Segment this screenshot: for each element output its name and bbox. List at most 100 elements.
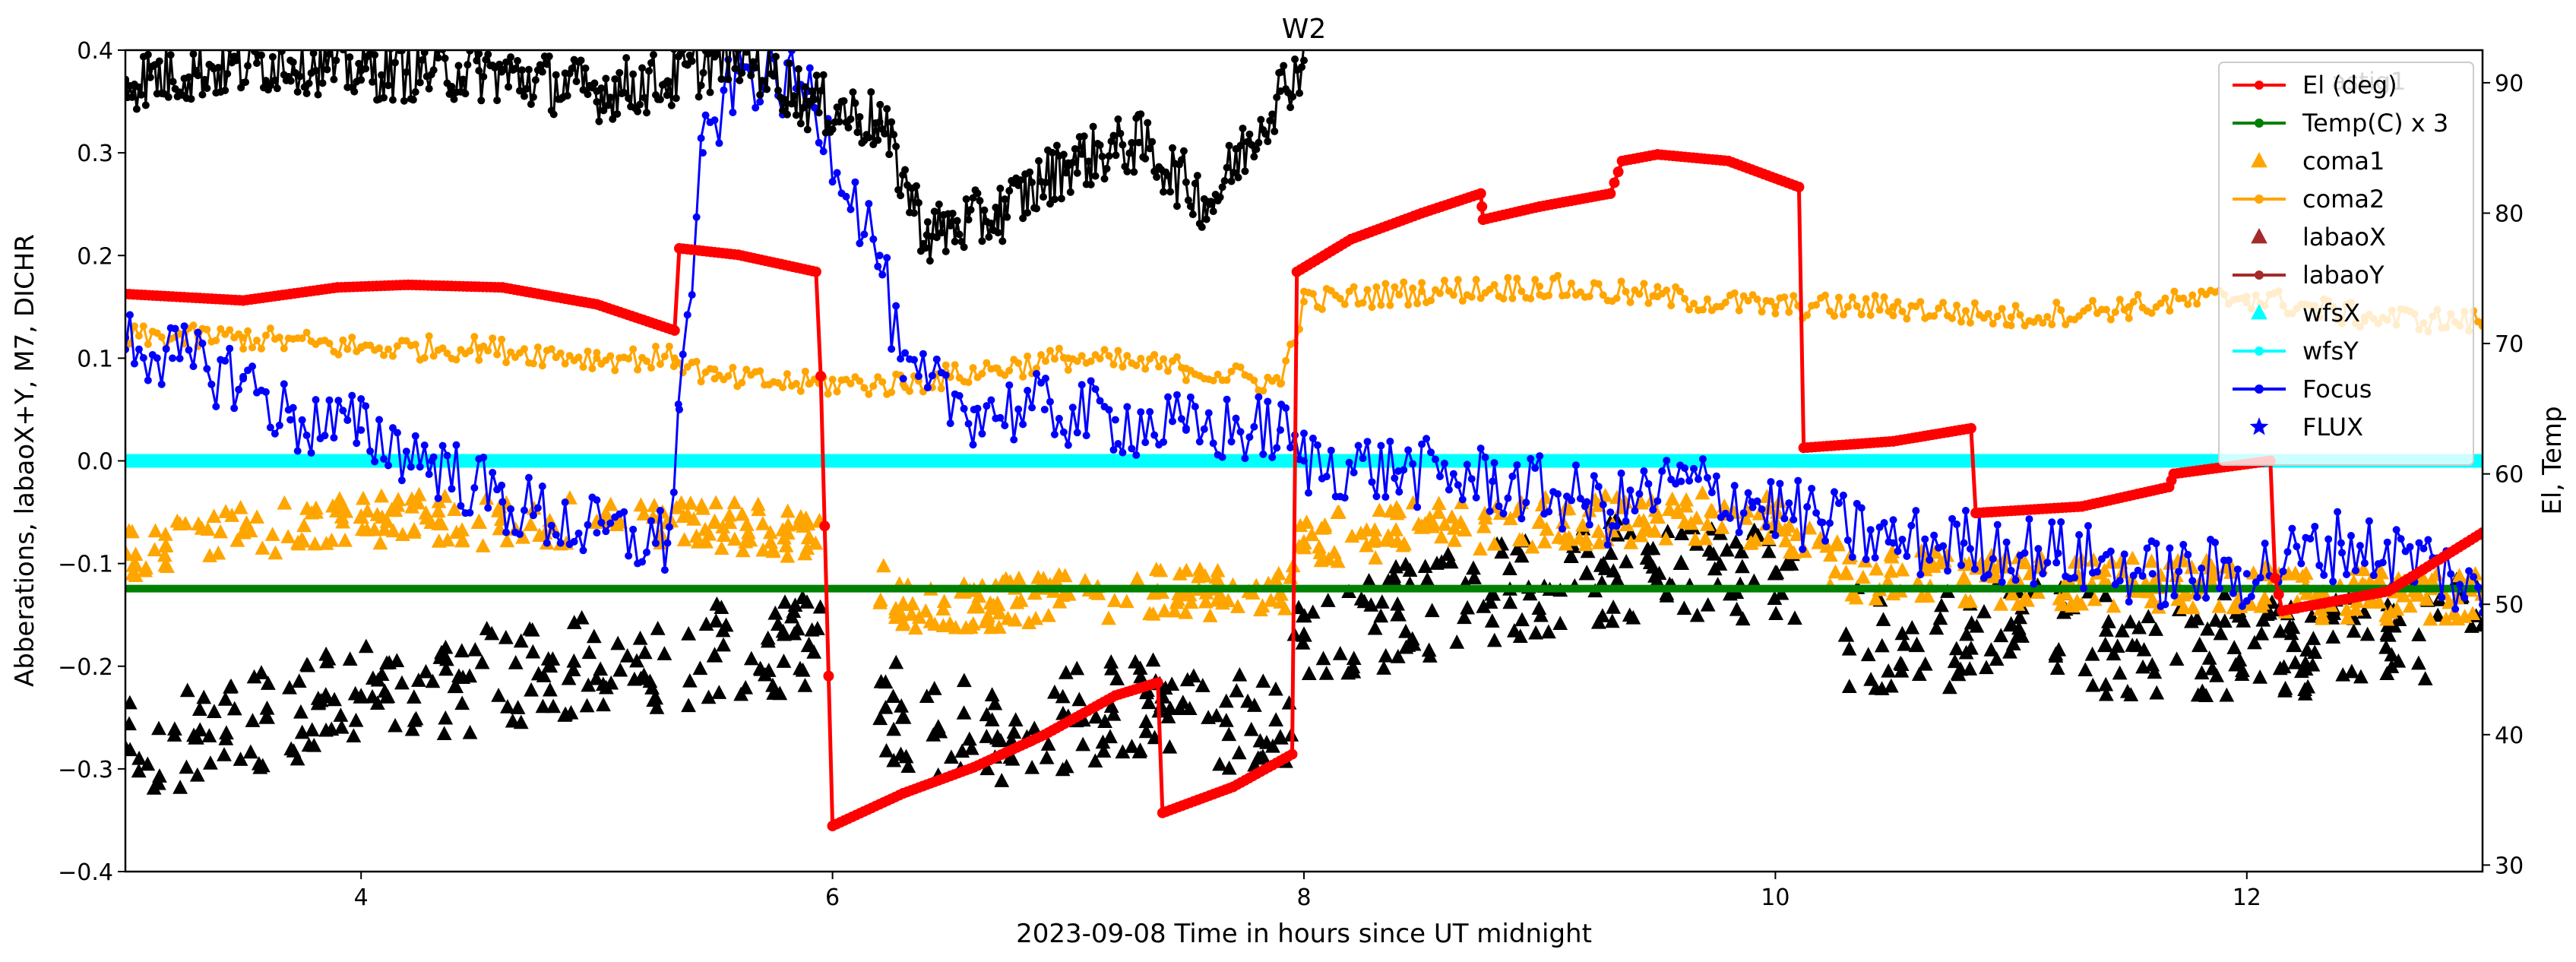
data-point — [1071, 691, 1087, 707]
data-point — [366, 521, 382, 536]
data-point — [1841, 641, 1857, 656]
data-point — [596, 697, 611, 712]
data-point — [2356, 542, 2364, 550]
data-point — [1590, 614, 1606, 629]
data-point — [1703, 473, 1711, 482]
data-point — [536, 668, 552, 682]
data-point — [1082, 432, 1090, 440]
data-point — [1825, 307, 1834, 315]
data-point — [739, 517, 755, 531]
data-point — [1024, 759, 1040, 774]
data-point — [923, 384, 932, 392]
data-point — [1576, 288, 1584, 296]
data-point — [665, 342, 673, 350]
data-point — [780, 525, 796, 540]
data-point — [507, 53, 515, 62]
data-point — [366, 341, 375, 350]
data-point — [357, 76, 366, 84]
data-point — [1137, 354, 1145, 362]
data-point — [641, 93, 649, 102]
data-point — [196, 42, 204, 49]
data-point — [556, 349, 565, 357]
data-point — [2165, 483, 2173, 491]
data-point — [875, 558, 891, 573]
y-axis-right-label: El, Temp — [2537, 406, 2568, 514]
data-point — [714, 540, 729, 555]
data-point — [1379, 532, 1394, 547]
data-point — [1218, 693, 1234, 708]
data-point — [411, 486, 427, 502]
data-point — [533, 504, 542, 512]
data-point — [2084, 646, 2100, 661]
data-point — [2198, 688, 2214, 702]
data-point — [1625, 609, 1641, 625]
data-point — [1141, 154, 1150, 163]
data-point — [525, 644, 541, 659]
data-point — [960, 243, 968, 252]
data-point — [286, 56, 295, 65]
data-point — [1220, 593, 1236, 607]
data-point — [302, 89, 311, 97]
data-point — [1746, 573, 1762, 588]
y-right-tick-label: 60 — [2495, 462, 2524, 489]
data-point — [926, 257, 934, 265]
data-point — [257, 51, 265, 59]
data-point — [258, 708, 275, 724]
data-point — [1322, 473, 1331, 481]
data-point — [2043, 312, 2052, 321]
data-point — [2025, 515, 2033, 524]
data-point — [1678, 498, 1694, 513]
data-point — [1484, 585, 1501, 601]
data-point — [598, 505, 614, 520]
data-point — [1230, 599, 1245, 613]
data-point — [2438, 593, 2446, 602]
data-point — [299, 41, 306, 49]
data-point — [1748, 498, 1756, 506]
data-point — [2232, 652, 2248, 667]
data-point — [1153, 172, 1161, 181]
data-point — [543, 60, 551, 68]
data-point — [307, 536, 323, 551]
data-point — [742, 365, 751, 374]
data-point — [1295, 635, 1311, 650]
data-point — [1105, 352, 1113, 360]
data-point — [296, 517, 312, 533]
data-point — [1192, 561, 1207, 576]
data-point — [2125, 302, 2133, 311]
data-point — [255, 540, 271, 555]
data-point — [983, 359, 991, 367]
data-point — [1635, 489, 1644, 498]
data-point — [2411, 627, 2427, 641]
data-point — [1243, 721, 1259, 736]
data-point — [455, 669, 471, 684]
data-point — [1821, 536, 1830, 545]
data-point — [926, 727, 941, 742]
data-point — [2343, 570, 2351, 578]
data-point — [756, 97, 764, 106]
data-point — [1041, 374, 1049, 382]
data-point — [329, 503, 344, 517]
data-point — [900, 758, 916, 774]
data-point — [1277, 68, 1286, 76]
data-point — [603, 496, 619, 511]
data-point — [420, 50, 429, 57]
data-point — [1367, 620, 1383, 635]
data-point — [2112, 665, 2128, 680]
data-point — [1486, 536, 1502, 551]
data-point — [1204, 409, 1213, 417]
data-point — [1236, 141, 1245, 150]
data-point — [2298, 661, 2314, 676]
data-point — [1612, 166, 1624, 178]
data-point — [588, 670, 604, 685]
data-point — [474, 654, 490, 669]
data-point — [1685, 476, 1694, 485]
data-point — [2371, 571, 2387, 587]
data-point — [233, 752, 248, 766]
data-point — [462, 724, 478, 739]
data-point — [1195, 678, 1210, 692]
data-point — [1597, 561, 1613, 575]
data-point — [851, 178, 859, 186]
data-point — [1221, 760, 1237, 775]
data-point — [1271, 127, 1279, 135]
data-point — [1590, 472, 1598, 480]
